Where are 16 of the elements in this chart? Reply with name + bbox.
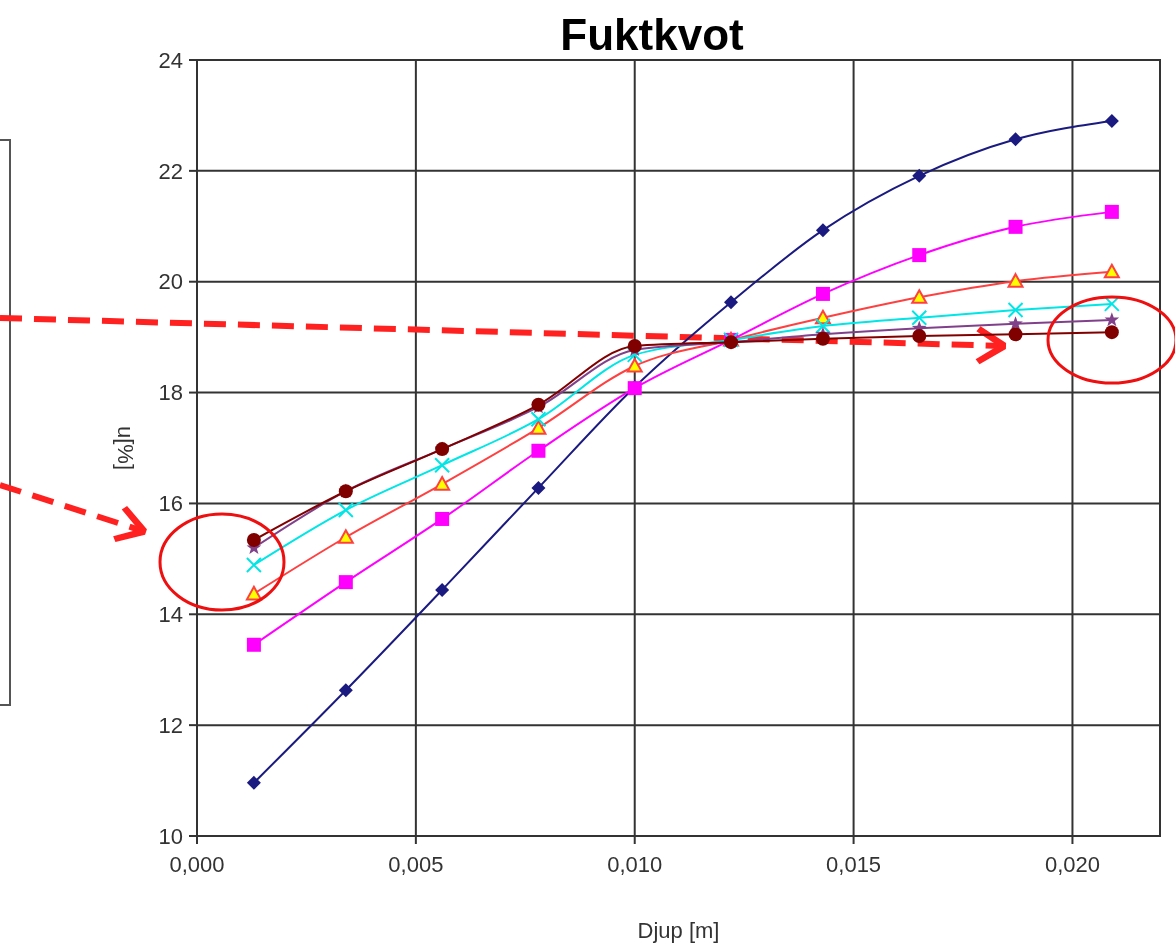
y-axis-title: u[%] — [113, 425, 138, 471]
y-tick-label: 16 — [158, 491, 183, 517]
x-tick-label: 0,005 — [388, 852, 444, 877]
y-tick-label: 10 — [158, 823, 183, 849]
x-tick-label: 0,000 — [169, 852, 225, 877]
y-tick-label: 12 — [158, 712, 183, 738]
x-tick-label: 0,015 — [826, 852, 882, 877]
chart-title: Fuktkvot — [560, 10, 745, 59]
x-tick-label: 0,010 — [607, 852, 663, 877]
y-tick-label: 24 — [158, 47, 183, 73]
y-tick-label: 18 — [158, 380, 183, 406]
y-tick-label: 20 — [158, 269, 183, 295]
x-axis-title: Djup [m] — [637, 918, 720, 943]
y-tick-label: 22 — [158, 158, 183, 184]
x-tick-label: 0,020 — [1044, 852, 1100, 877]
y-tick-label: 14 — [158, 601, 183, 627]
